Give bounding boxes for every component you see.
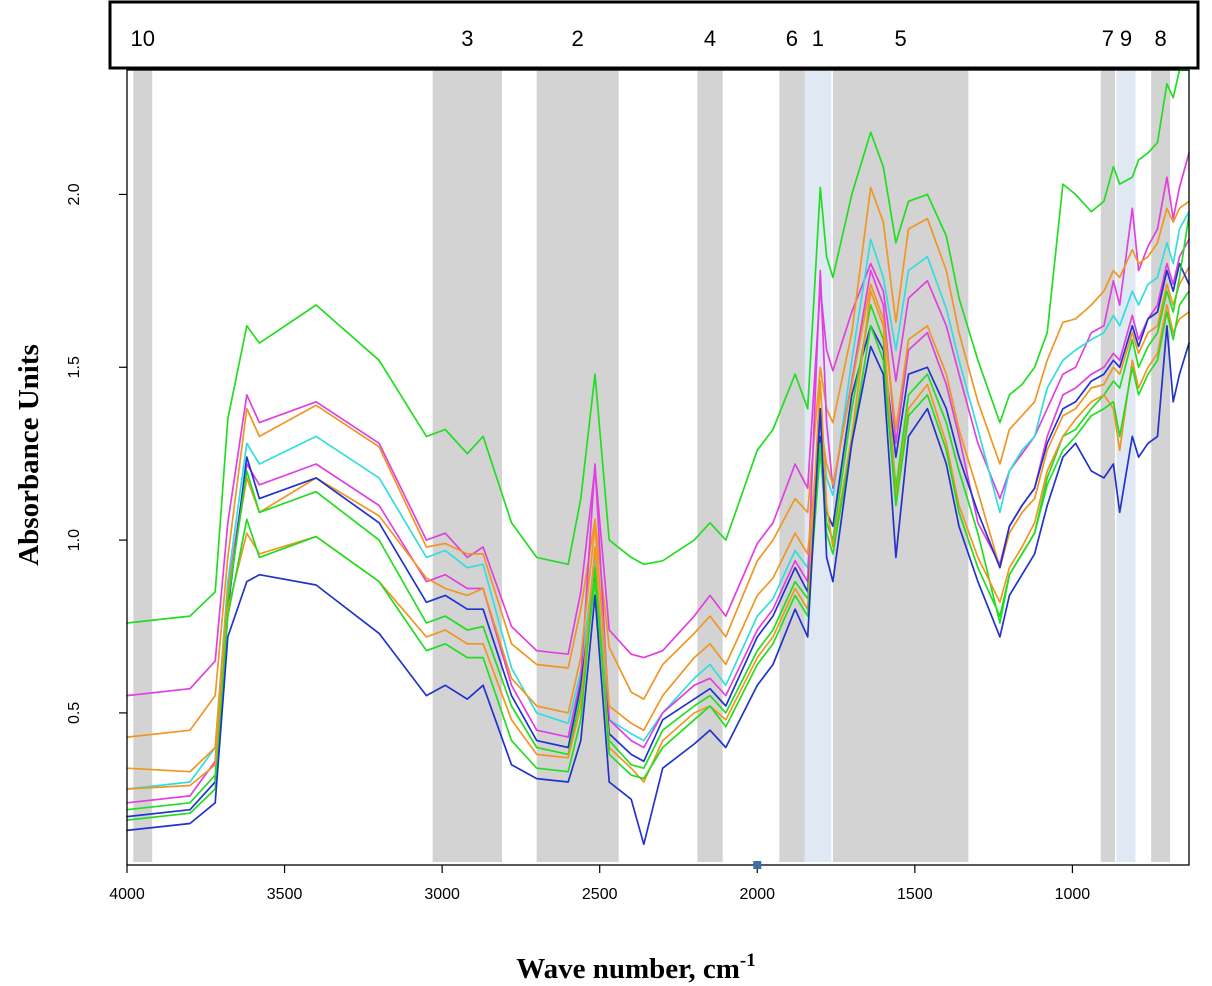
series-line-6 [126, 266, 1190, 773]
band-label-10: 10 [131, 26, 155, 51]
x-tick-label-2500: 2500 [582, 886, 618, 903]
x-tick-label-1500: 1500 [897, 886, 933, 903]
band-4 [697, 70, 723, 862]
band-label-9: 9 [1120, 26, 1132, 51]
series-line-3 [126, 186, 1190, 738]
x-tick-label-3000: 3000 [424, 886, 460, 903]
band-label-8: 8 [1155, 26, 1167, 51]
band-6 [779, 70, 805, 862]
y-tick-label-1: 1.0 [66, 529, 83, 551]
band-label-7: 7 [1102, 26, 1114, 51]
band-label-2: 2 [572, 26, 584, 51]
x-tick-label-1000: 1000 [1055, 886, 1091, 903]
plot-frame [126, 69, 1190, 866]
x-axis-title-superscript: -1 [740, 950, 756, 971]
spectra-lines [126, 69, 1190, 846]
band-label-6: 6 [786, 26, 798, 51]
y-axis-title: Absorbance Units [13, 344, 45, 566]
series-line-1 [126, 69, 1190, 624]
band-label-5: 5 [895, 26, 907, 51]
band-3 [432, 70, 503, 862]
axis-marker-1 [753, 861, 762, 869]
series-line-11 [126, 324, 1190, 846]
x-tick-label-3500: 3500 [267, 886, 303, 903]
band-9 [1116, 70, 1136, 862]
band-labels: 10 3 2 4 6 1 5 7 9 8 [131, 26, 1167, 51]
y-tick-label-2: 2.0 [66, 183, 83, 205]
band-label-1: 1 [812, 26, 824, 51]
series-line-9 [126, 290, 1190, 790]
series-line-4 [126, 210, 1190, 790]
band-7 [1100, 70, 1115, 862]
x-axis-title-text: Wave number, cm [516, 953, 740, 985]
y-tick-label-1-5: 1.5 [66, 356, 83, 378]
series-line-2 [126, 152, 1190, 697]
x-tick-label-2000: 2000 [739, 886, 775, 903]
series-line-10 [126, 290, 1190, 821]
annotations [753, 861, 762, 869]
band-label-3: 3 [461, 26, 473, 51]
y-tick-label-0-5: 0.5 [66, 702, 83, 724]
x-tick-label-4000: 4000 [109, 886, 145, 903]
band-10 [133, 70, 153, 862]
band-label-box [108, 0, 1200, 70]
x-axis: 4000 3500 3000 2500 2000 1500 1000 [109, 865, 1090, 903]
y-axis: 0.5 1.0 1.5 2.0 [66, 183, 127, 724]
band-8 [1151, 70, 1171, 862]
x-axis-title: Wave number, cm-1 [516, 950, 756, 985]
band-label-4: 4 [704, 26, 716, 51]
series-line-5 [126, 238, 1190, 804]
